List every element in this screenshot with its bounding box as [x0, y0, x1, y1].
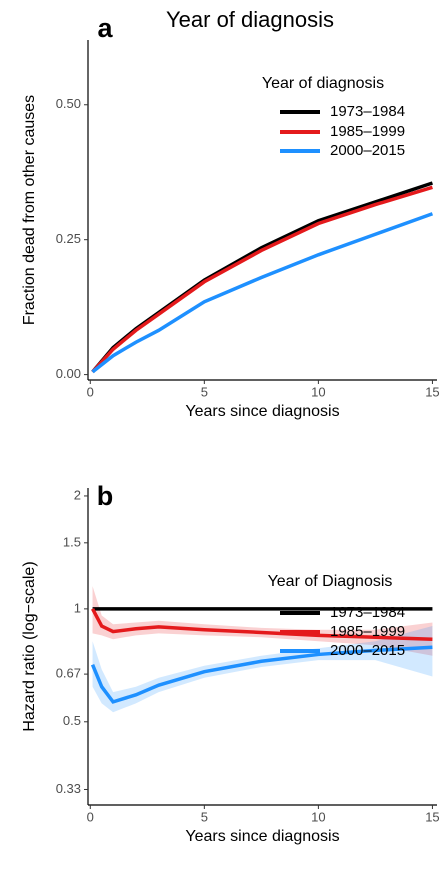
y-tick-label: 2	[74, 487, 81, 502]
y-tick-label: 1	[74, 600, 81, 615]
x-tick-label: 0	[87, 384, 94, 399]
y-tick-label: 0.25	[56, 231, 81, 246]
y-tick-label: 1.5	[63, 534, 81, 549]
panel-label: a	[97, 13, 113, 43]
legend-label: 1973–1984	[330, 604, 405, 621]
y-axis-label: Hazard ratio (log−scale)	[21, 561, 38, 731]
y-tick-label: 0.33	[56, 781, 81, 796]
x-tick-label: 10	[311, 809, 325, 824]
x-tick-label: 5	[201, 384, 208, 399]
x-tick-label: 15	[425, 384, 439, 399]
legend-label: 1985–1999	[330, 123, 405, 140]
y-tick-label: 0.5	[63, 713, 81, 728]
legend-title: Year of Diagnosis	[268, 573, 393, 590]
chart-panel: 0.33 0.5 0.67 1 1.5 2 0 5 10 15 Years since diagno…	[21, 481, 439, 845]
legend-title: Year of diagnosis	[262, 75, 384, 92]
x-tick-label: 10	[311, 384, 325, 399]
chart-panel: 0.00 0.25 0.50 0 5 10 15 Years since diagnosis F…	[21, 7, 439, 420]
confidence-band	[92, 626, 433, 713]
y-tick-label: 0.00	[56, 366, 81, 381]
series-line	[91, 212, 434, 374]
series-line	[91, 185, 433, 374]
chart-title: Year of diagnosis	[166, 7, 334, 32]
series-line	[91, 608, 433, 641]
legend: Year of Diagnosis 1973–1984 1985–1999 2000–…	[268, 573, 406, 659]
series-line	[90, 645, 433, 704]
legend-label: 2000–2015	[330, 142, 405, 159]
x-tick-label: 15	[425, 809, 439, 824]
confidence-band	[92, 586, 433, 656]
x-axis-label: Years since diagnosis	[185, 828, 339, 845]
y-tick-label: 0.67	[56, 666, 81, 681]
y-axis-label: Fraction dead from other causes	[21, 95, 38, 325]
legend-label: 1973–1984	[330, 103, 405, 120]
x-axis-label: Years since diagnosis	[185, 403, 339, 420]
panel-label: b	[97, 481, 114, 511]
legend-label: 1985–1999	[330, 623, 405, 640]
legend: Year of diagnosis 1973–1984 1985–1999 2000–…	[262, 75, 405, 159]
x-tick-label: 5	[201, 809, 208, 824]
y-tick-label: 0.50	[56, 96, 81, 111]
x-tick-label: 0	[87, 809, 94, 824]
legend-label: 2000–2015	[330, 642, 405, 659]
